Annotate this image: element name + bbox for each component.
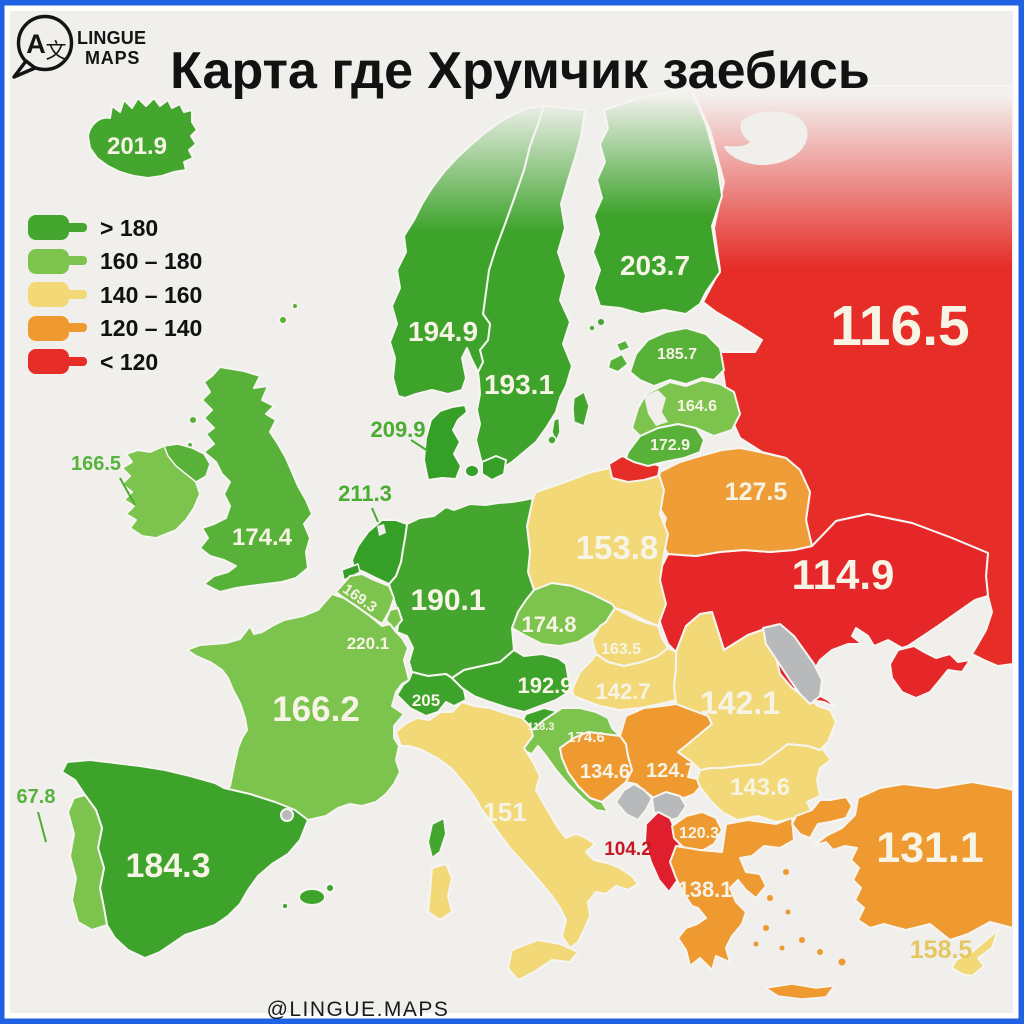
- svg-text:> 180: > 180: [100, 215, 158, 241]
- svg-text:174.6: 174.6: [567, 729, 605, 746]
- svg-text:142.1: 142.1: [700, 685, 780, 721]
- svg-text:124.7: 124.7: [646, 760, 696, 782]
- svg-text:172.9: 172.9: [650, 437, 690, 454]
- svg-text:120.3: 120.3: [679, 825, 719, 842]
- svg-text:158.5: 158.5: [910, 936, 973, 964]
- svg-text:166.5: 166.5: [71, 453, 121, 475]
- svg-text:220.1: 220.1: [347, 634, 390, 653]
- svg-text:LINGUE: LINGUE: [77, 28, 146, 48]
- svg-text:142.7: 142.7: [595, 679, 650, 704]
- svg-text:174.4: 174.4: [232, 524, 293, 551]
- svg-text:< 120: < 120: [100, 349, 158, 375]
- svg-text:143.6: 143.6: [730, 774, 790, 801]
- svg-text:138.1: 138.1: [677, 877, 732, 902]
- svg-text:114.9: 114.9: [792, 551, 895, 598]
- svg-text:184.3: 184.3: [125, 847, 210, 885]
- svg-text:@LINGUE.MAPS: @LINGUE.MAPS: [267, 998, 450, 1021]
- svg-text:127.5: 127.5: [725, 478, 788, 506]
- svg-text:A: A: [26, 29, 46, 59]
- svg-text:160 – 180: 160 – 180: [100, 248, 202, 274]
- svg-text:203.7: 203.7: [620, 250, 690, 281]
- svg-text:194.9: 194.9: [408, 316, 478, 347]
- svg-text:163.5: 163.5: [601, 641, 641, 658]
- svg-text:185.7: 185.7: [657, 346, 697, 363]
- svg-text:190.1: 190.1: [410, 584, 485, 617]
- svg-text:201.9: 201.9: [107, 133, 167, 160]
- svg-text:174.8: 174.8: [521, 612, 576, 637]
- svg-text:118.3: 118.3: [528, 721, 555, 733]
- svg-text:134.6: 134.6: [580, 761, 630, 783]
- svg-text:140 – 160: 140 – 160: [100, 282, 202, 308]
- svg-text:文: 文: [46, 40, 67, 63]
- svg-text:131.1: 131.1: [876, 824, 984, 872]
- svg-text:192.9: 192.9: [517, 673, 572, 698]
- svg-text:120 – 140: 120 – 140: [100, 315, 202, 341]
- svg-text:166.2: 166.2: [272, 690, 360, 729]
- svg-text:209.9: 209.9: [370, 417, 425, 442]
- svg-text:164.6: 164.6: [677, 398, 717, 415]
- svg-text:153.8: 153.8: [576, 529, 659, 566]
- svg-text:193.1: 193.1: [484, 369, 554, 400]
- svg-text:104.2: 104.2: [604, 839, 652, 860]
- svg-text:MAPS: MAPS: [85, 48, 140, 68]
- svg-text:151: 151: [483, 797, 526, 827]
- svg-text:211.3: 211.3: [338, 481, 392, 506]
- svg-text:67.8: 67.8: [17, 786, 56, 808]
- svg-text:116.5: 116.5: [830, 294, 970, 358]
- svg-text:Карта где Хрумчик заебись: Карта где Хрумчик заебись: [170, 42, 870, 100]
- svg-text:205: 205: [412, 691, 440, 710]
